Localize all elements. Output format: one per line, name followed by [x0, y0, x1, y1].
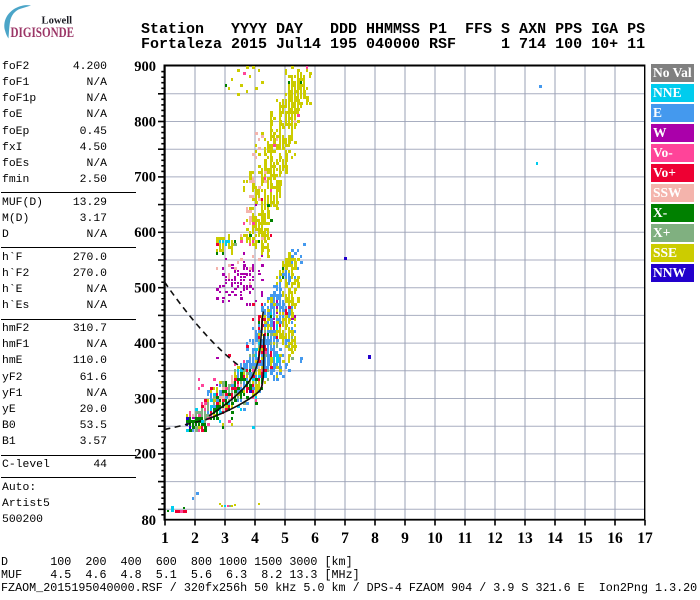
svg-text:3: 3	[221, 530, 229, 547]
svg-text:5: 5	[281, 530, 289, 547]
svg-text:12: 12	[487, 530, 503, 547]
svg-text:1: 1	[161, 530, 169, 547]
svg-text:500: 500	[134, 281, 156, 297]
svg-text:9: 9	[401, 530, 409, 547]
svg-text:400: 400	[134, 336, 156, 352]
svg-text:300: 300	[134, 391, 156, 407]
svg-text:6: 6	[311, 530, 319, 547]
svg-text:17: 17	[637, 530, 653, 547]
svg-text:11: 11	[458, 530, 473, 547]
svg-text:10: 10	[427, 530, 443, 547]
svg-text:13: 13	[517, 530, 533, 547]
svg-text:16: 16	[607, 530, 623, 547]
svg-text:14: 14	[547, 530, 563, 547]
svg-text:2: 2	[191, 530, 199, 547]
svg-text:Lowell: Lowell	[42, 15, 73, 26]
svg-text:800: 800	[134, 114, 156, 130]
svg-text:4: 4	[251, 530, 259, 547]
svg-text:DIGISONDE: DIGISONDE	[11, 24, 75, 41]
svg-text:15: 15	[577, 530, 593, 547]
svg-text:80: 80	[142, 513, 157, 529]
svg-text:200: 200	[134, 447, 156, 463]
svg-text:7: 7	[341, 530, 349, 547]
svg-text:8: 8	[371, 530, 379, 547]
svg-text:900: 900	[134, 59, 156, 75]
svg-text:700: 700	[134, 170, 156, 186]
svg-text:600: 600	[134, 225, 156, 241]
